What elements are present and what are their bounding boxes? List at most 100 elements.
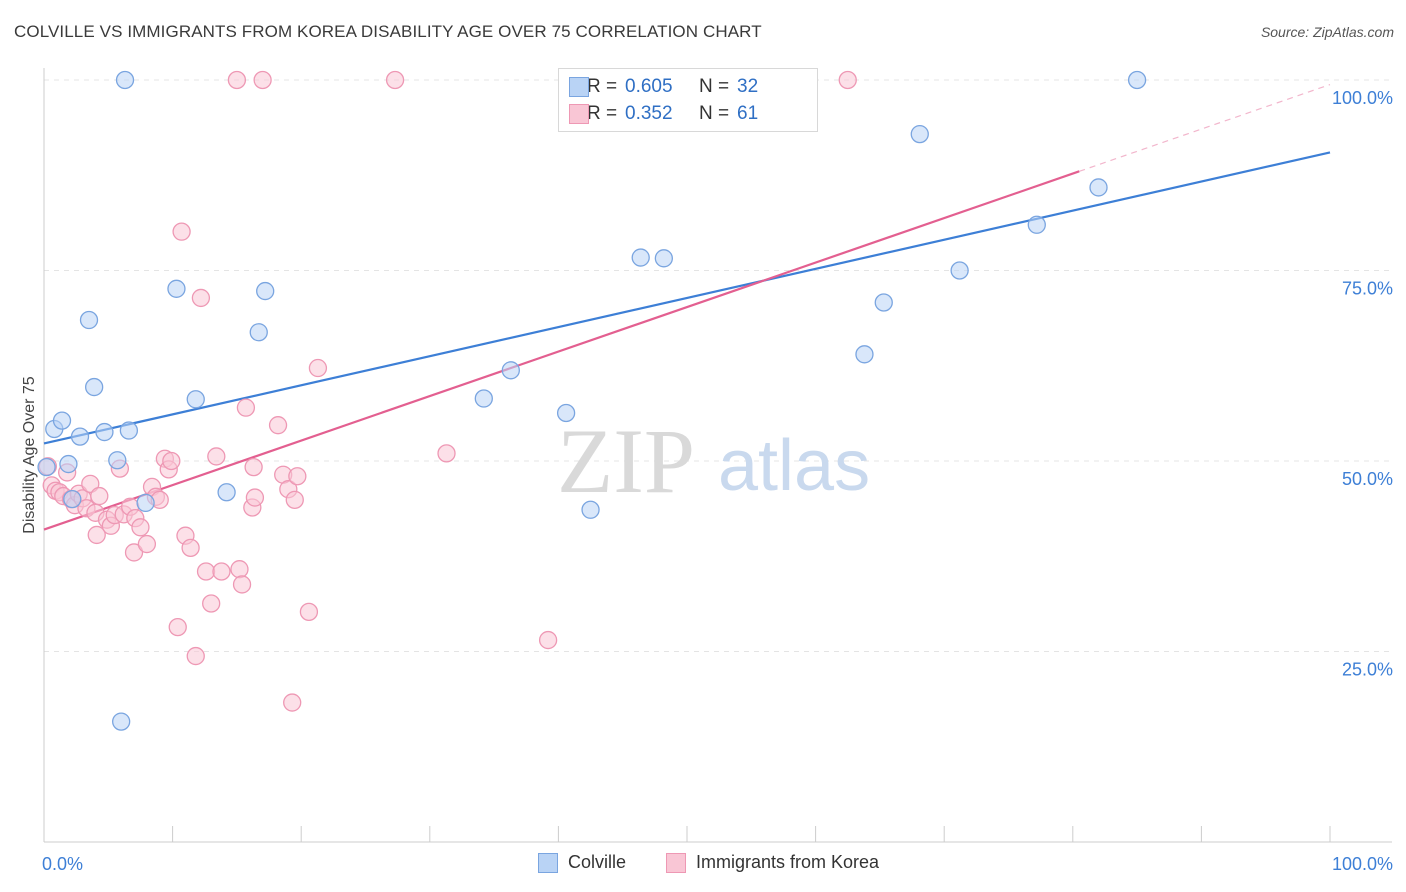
point-colville-23 bbox=[631, 248, 650, 267]
point-korea-30 bbox=[162, 451, 181, 471]
point-colville-4 bbox=[63, 489, 82, 509]
point-korea-36 bbox=[191, 288, 211, 308]
correlation-legend: R = 0.605 N = 32 R = 0.352 N = 61 bbox=[558, 68, 818, 132]
watermark-zip: ZIP bbox=[557, 410, 695, 512]
point-colville-14 bbox=[167, 279, 186, 298]
legend-swatch-colville bbox=[569, 77, 589, 97]
legend-swatch-korea bbox=[666, 852, 686, 873]
point-colville-26 bbox=[874, 293, 893, 312]
legend-swatch-colville bbox=[538, 852, 558, 873]
point-colville-13 bbox=[136, 493, 155, 513]
legend-n-value: 32 bbox=[737, 76, 759, 97]
point-korea-45 bbox=[245, 488, 265, 507]
legend-item-colville: Colville bbox=[538, 852, 626, 873]
point-colville-18 bbox=[256, 281, 275, 301]
point-korea-60 bbox=[244, 457, 263, 477]
watermark-atlas: atlas bbox=[718, 426, 870, 506]
legend-label-colville: Colville bbox=[568, 852, 627, 872]
point-colville-31 bbox=[1127, 70, 1147, 90]
legend-r-label: R = bbox=[587, 76, 618, 97]
legend-swatch-korea bbox=[569, 104, 589, 124]
point-colville-20 bbox=[501, 361, 520, 380]
trend-line-1 bbox=[43, 170, 1080, 531]
source-credit: Source: ZipAtlas.com bbox=[1260, 24, 1394, 40]
point-korea-58 bbox=[538, 630, 558, 650]
axis-layer bbox=[43, 68, 1392, 843]
point-colville-30 bbox=[1089, 178, 1108, 197]
y-tick-label-2: 75.0% bbox=[1342, 279, 1393, 299]
legend-r-label: R = bbox=[587, 103, 618, 124]
point-korea-14 bbox=[87, 525, 106, 545]
point-colville-7 bbox=[85, 377, 104, 397]
point-korea-23 bbox=[131, 518, 150, 537]
point-korea-37 bbox=[196, 562, 216, 581]
legend-row-korea: R = 0.352 N = 61 bbox=[569, 102, 759, 126]
y-tick-label-0: 25.0% bbox=[1342, 660, 1393, 680]
trend-line-extension-1 bbox=[1079, 84, 1331, 172]
trend-layer bbox=[43, 84, 1331, 531]
point-korea-40 bbox=[212, 562, 231, 581]
chart-title: COLVILLE VS IMMIGRANTS FROM KOREA DISABI… bbox=[14, 22, 762, 41]
point-colville-19 bbox=[474, 389, 493, 408]
point-korea-34 bbox=[181, 538, 200, 558]
point-korea-57 bbox=[437, 444, 456, 463]
point-korea-53 bbox=[308, 358, 328, 378]
point-korea-55 bbox=[253, 70, 272, 90]
points-layer bbox=[37, 70, 1147, 731]
point-colville-16 bbox=[217, 483, 236, 502]
legend-r-value: 0.605 bbox=[625, 76, 673, 97]
x-tick-label-1: 100.0% bbox=[1332, 854, 1393, 874]
point-korea-50 bbox=[285, 490, 304, 510]
legend-n-value: 61 bbox=[737, 103, 759, 124]
legend-n-label: N = bbox=[699, 103, 730, 124]
legend-label-korea: Immigrants from Korea bbox=[696, 852, 880, 872]
point-colville-8 bbox=[95, 422, 114, 442]
point-korea-54 bbox=[227, 70, 247, 90]
point-colville-28 bbox=[950, 261, 969, 280]
legend-item-korea: Immigrants from Korea bbox=[666, 852, 879, 873]
point-korea-52 bbox=[299, 602, 319, 622]
point-korea-43 bbox=[236, 398, 256, 417]
point-korea-56 bbox=[385, 70, 405, 90]
trend-line-0 bbox=[43, 151, 1331, 445]
x-tick-label-0: 0.0% bbox=[42, 854, 83, 874]
point-korea-41 bbox=[230, 560, 249, 579]
point-colville-21 bbox=[556, 403, 576, 423]
point-colville-27 bbox=[910, 124, 929, 144]
legend-row-colville: R = 0.605 N = 32 bbox=[569, 75, 759, 99]
point-colville-11 bbox=[119, 421, 139, 440]
point-colville-3 bbox=[59, 454, 78, 474]
point-colville-29 bbox=[1027, 215, 1046, 234]
point-colville-5 bbox=[70, 427, 90, 446]
point-korea-51 bbox=[288, 467, 307, 486]
point-colville-9 bbox=[108, 451, 127, 470]
legend-n-label: N = bbox=[699, 76, 730, 97]
watermark: ZIP atlas bbox=[557, 410, 870, 512]
point-colville-2 bbox=[52, 411, 72, 430]
point-colville-12 bbox=[112, 712, 131, 731]
point-korea-11 bbox=[81, 474, 100, 494]
point-korea-24 bbox=[137, 534, 157, 554]
legend-r-value: 0.352 bbox=[625, 103, 673, 124]
point-colville-15 bbox=[186, 390, 205, 409]
point-korea-31 bbox=[168, 617, 187, 637]
point-colville-6 bbox=[79, 310, 99, 330]
point-korea-46 bbox=[268, 416, 288, 435]
point-korea-35 bbox=[186, 646, 205, 666]
point-korea-49 bbox=[283, 693, 302, 712]
point-korea-38 bbox=[202, 594, 221, 613]
point-korea-32 bbox=[172, 222, 191, 241]
y-tick-label-3: 100.0% bbox=[1332, 88, 1393, 108]
point-korea-39 bbox=[207, 447, 226, 466]
point-korea-59 bbox=[838, 70, 857, 90]
tick-label-layer: 25.0% 50.0% 75.0% 100.0% 0.0% 100.0% bbox=[42, 88, 1393, 874]
series-legend: Colville Immigrants from Korea bbox=[0, 852, 1406, 878]
point-colville-24 bbox=[654, 249, 674, 268]
point-colville-17 bbox=[249, 323, 268, 342]
point-colville-22 bbox=[581, 500, 600, 519]
point-colville-25 bbox=[855, 345, 874, 364]
point-colville-10 bbox=[115, 70, 135, 90]
point-korea-42 bbox=[232, 575, 252, 594]
y-tick-label-1: 50.0% bbox=[1342, 469, 1393, 489]
